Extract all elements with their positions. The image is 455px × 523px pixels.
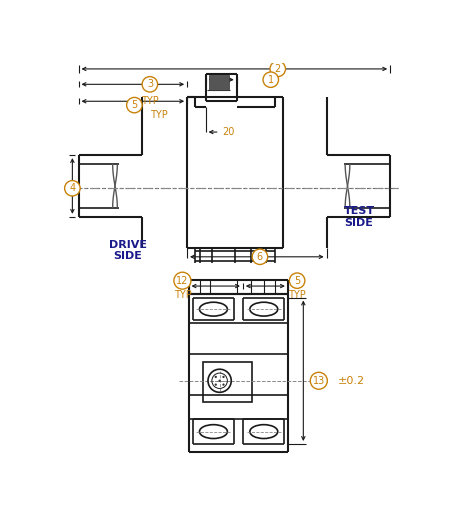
Text: DRIVE
SIDE: DRIVE SIDE <box>109 240 147 262</box>
Text: 13: 13 <box>313 376 325 386</box>
Text: TYP: TYP <box>173 290 191 300</box>
Bar <box>209 75 229 90</box>
Circle shape <box>222 376 225 378</box>
Text: 1: 1 <box>268 75 274 85</box>
Circle shape <box>218 380 221 382</box>
Circle shape <box>263 72 278 87</box>
Text: 5: 5 <box>294 276 300 286</box>
Text: 5: 5 <box>131 100 137 110</box>
Text: 4: 4 <box>69 183 76 194</box>
Circle shape <box>65 180 80 196</box>
Text: TYP: TYP <box>141 96 159 106</box>
Bar <box>202 361 252 402</box>
Circle shape <box>215 383 217 386</box>
Text: 20: 20 <box>222 127 234 137</box>
Circle shape <box>126 97 142 113</box>
Text: TYP: TYP <box>288 290 306 300</box>
Text: 12: 12 <box>176 276 189 286</box>
Circle shape <box>222 383 225 386</box>
Circle shape <box>310 372 327 389</box>
Text: TYP: TYP <box>150 110 168 120</box>
Circle shape <box>142 77 157 92</box>
Circle shape <box>174 272 191 289</box>
Text: 2: 2 <box>275 64 281 74</box>
Text: 3: 3 <box>147 79 153 89</box>
Circle shape <box>252 249 268 265</box>
Text: TEST
SIDE: TEST SIDE <box>344 206 374 228</box>
Circle shape <box>270 61 285 77</box>
Circle shape <box>215 376 217 378</box>
Circle shape <box>289 273 305 288</box>
Text: 6: 6 <box>257 252 263 262</box>
Text: ±0.2: ±0.2 <box>338 376 364 386</box>
